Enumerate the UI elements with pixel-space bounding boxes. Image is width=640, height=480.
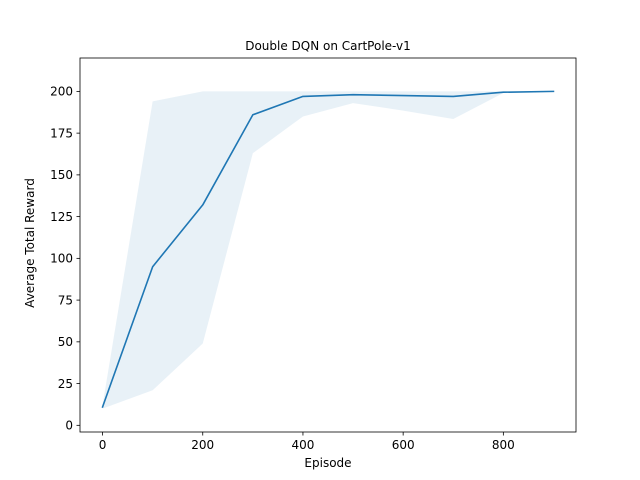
series-line-mean [101,90,555,408]
x-tick-label: 600 [392,438,415,452]
y-tick-label: 125 [50,210,73,224]
y-tick-label: 25 [58,377,73,391]
plot-area [101,90,555,409]
y-tick-label: 75 [58,293,73,307]
y-tick-label: 100 [50,252,73,266]
x-axis-title: Episode [304,456,351,470]
chart-title: Double DQN on CartPole-v1 [245,39,411,53]
axes-frame [79,57,577,433]
x-tick-label: 0 [99,438,107,452]
x-tick-label: 200 [191,438,214,452]
y-tick-label: 200 [50,85,73,99]
y-tick-label: 0 [65,419,73,433]
axes: 0 200 400 600 800 0 25 50 75 100 125 150 175 200 [50,57,577,452]
y-tick-label: 150 [50,168,73,182]
y-tick-label: 175 [50,126,73,140]
x-tick-label: 400 [291,438,314,452]
y-axis-title: Average Total Reward [23,178,37,308]
y-tick-label: 50 [58,335,73,349]
x-tick-label: 800 [492,438,515,452]
confidence-band-0 [102,91,554,409]
